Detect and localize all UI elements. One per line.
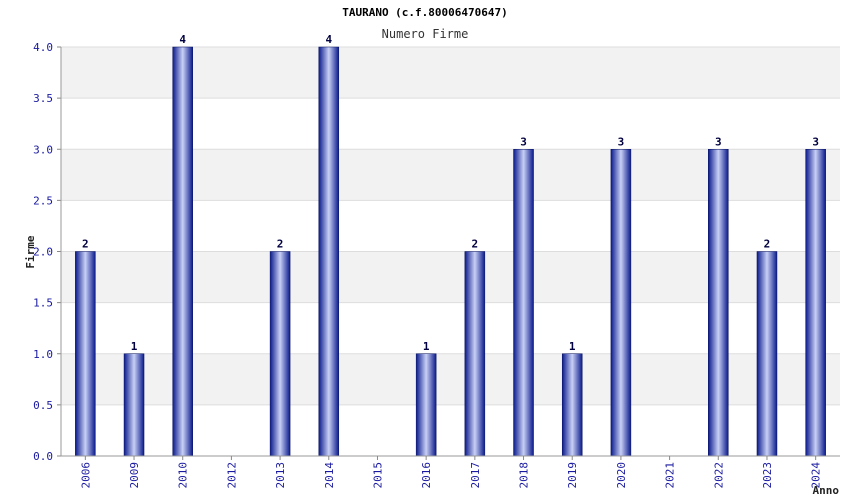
x-tick-label: 2012 <box>225 462 238 489</box>
bar-2013 <box>269 251 291 457</box>
x-tick-label: 2015 <box>371 462 384 489</box>
data-label-2020: 3 <box>618 135 625 148</box>
x-tick-label: 2010 <box>177 462 190 489</box>
bar-2019 <box>561 353 583 457</box>
bar-2023 <box>756 251 778 457</box>
y-axis-label: Firme <box>24 235 37 268</box>
bar-2020 <box>610 149 632 457</box>
y-tick-label: 0.0 <box>33 450 53 463</box>
x-tick-label: 2013 <box>274 462 287 489</box>
x-tick-label: 2006 <box>79 462 92 489</box>
x-tick-label: 2024 <box>810 462 823 489</box>
y-tick-label: 1.5 <box>33 297 53 310</box>
x-tick-label: 2017 <box>469 462 482 489</box>
x-tick-label: 2023 <box>761 462 774 489</box>
data-label-2023: 2 <box>764 238 771 251</box>
y-tick-label: 2.0 <box>33 246 53 259</box>
y-tick-label: 2.5 <box>33 194 53 207</box>
bar-2016 <box>415 353 437 457</box>
data-label-2019: 1 <box>569 340 576 353</box>
x-tick-label: 2016 <box>420 462 433 489</box>
bar-2018 <box>513 149 534 457</box>
bar-2014 <box>318 46 340 457</box>
x-tick-label: 2018 <box>518 462 531 489</box>
bar-2024 <box>805 149 826 457</box>
bar-2017 <box>464 251 486 457</box>
bar-2022 <box>708 149 729 457</box>
x-tick-label: 2019 <box>566 462 579 489</box>
data-label-2010: 4 <box>179 33 186 46</box>
data-label-2013: 2 <box>277 238 284 251</box>
x-tick-label: 2014 <box>323 462 336 489</box>
chart-subtitle: Numero Firme <box>382 27 469 41</box>
y-tick-label: 3.0 <box>33 143 53 156</box>
y-tick-label: 1.0 <box>33 348 53 361</box>
bars: 2 1 4 2 4 1 2 3 1 3 3 2 3 <box>75 33 826 457</box>
bar-2006 <box>75 251 96 457</box>
y-tick-label: 4.0 <box>33 41 53 54</box>
x-tick-label: 2022 <box>712 462 725 489</box>
y-tick-label: 3.5 <box>33 92 53 105</box>
x-tick-label: 2009 <box>128 462 141 489</box>
bar-2010 <box>172 46 193 457</box>
chart-title: TAURANO (c.f.80006470647) <box>342 6 508 19</box>
x-tick-label: 2021 <box>664 462 677 489</box>
data-label-2017: 2 <box>472 238 479 251</box>
data-label-2022: 3 <box>715 135 722 148</box>
bar-2009 <box>123 353 145 457</box>
data-label-2024: 3 <box>812 135 819 148</box>
x-axis-label: Anno <box>813 484 840 497</box>
data-label-2016: 1 <box>423 340 430 353</box>
data-label-2018: 3 <box>520 135 527 148</box>
x-tick-label: 2020 <box>615 462 628 489</box>
data-label-2009: 1 <box>131 340 138 353</box>
x-axis: 2006 2009 2010 2012 2013 2014 2015 2016 2017 2018… <box>61 455 840 489</box>
y-tick-label: 0.5 <box>33 399 53 412</box>
data-label-2006: 2 <box>82 238 89 251</box>
data-label-2014: 4 <box>325 33 332 46</box>
